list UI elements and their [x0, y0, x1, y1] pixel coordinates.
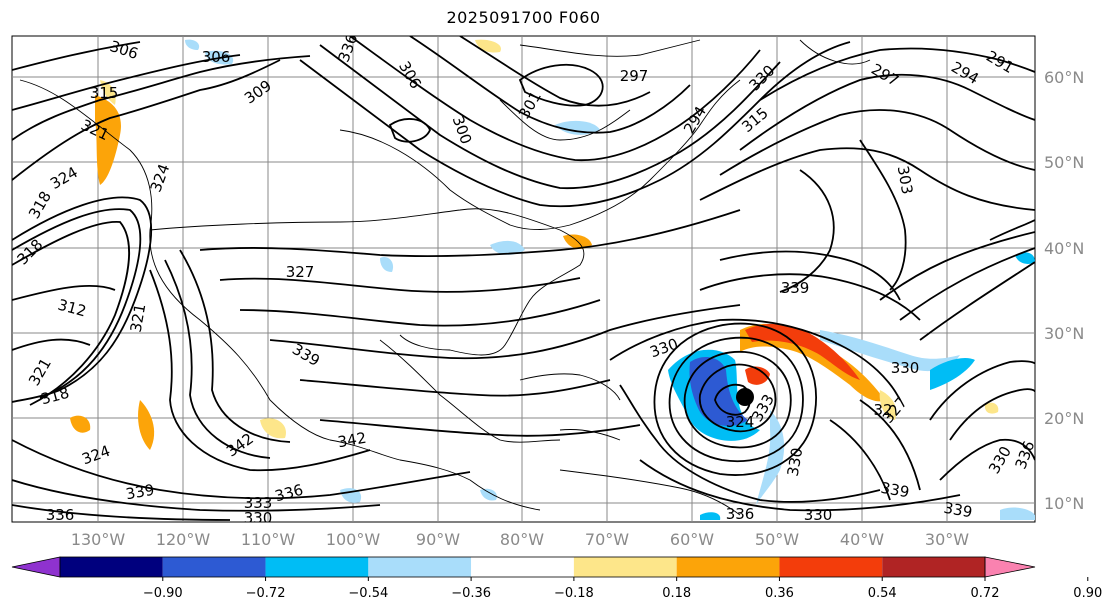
- latitude-label: 60°N: [1044, 68, 1084, 87]
- contour-label: 330: [891, 359, 920, 377]
- shade-blob: [700, 512, 721, 520]
- colorbar-tick-label: −0.18: [554, 586, 594, 601]
- colorbar-segment: [471, 557, 574, 577]
- longitude-label: 80°W: [500, 530, 544, 549]
- shade-yellow-east: [879, 390, 897, 420]
- contour-label: 336: [46, 506, 75, 524]
- coastlines: [19, 39, 871, 516]
- longitude-label: 30°W: [925, 530, 969, 549]
- longitude-label: 90°W: [416, 530, 460, 549]
- contour-label: 303: [894, 164, 917, 195]
- shade-sw3: [260, 418, 286, 439]
- latitude-label: 30°N: [1044, 324, 1084, 343]
- shade-blob: [490, 240, 525, 255]
- longitude-label: 40°W: [840, 530, 884, 549]
- contour-label: 342: [336, 429, 367, 452]
- longitude-label: 60°W: [670, 530, 714, 549]
- contour-label: 339: [781, 279, 810, 297]
- longitude-label: 130°W: [71, 530, 126, 549]
- shade-blob: [984, 402, 999, 414]
- longitude-label: 70°W: [585, 530, 629, 549]
- map-title: 2025091700 F060: [446, 8, 601, 27]
- contour-label: 315: [90, 84, 119, 102]
- colorbar-tick-label: 0.18: [662, 586, 691, 601]
- colorbar-tick-label: −0.72: [246, 586, 286, 601]
- shade-blob: [480, 488, 497, 501]
- shade-positive-arc: [740, 323, 885, 402]
- shade-blue-ne: [930, 358, 975, 390]
- colorbar-tick-label: −0.54: [348, 586, 388, 601]
- contour-label: 327: [286, 263, 315, 281]
- latitude-label: 20°N: [1044, 409, 1084, 428]
- shade-blob: [380, 256, 394, 272]
- colorbar-tick-label: 0.72: [971, 586, 1000, 601]
- geopotential-contours: [12, 36, 1035, 521]
- shade-blob: [1000, 507, 1035, 520]
- latitude-label: 10°N: [1044, 494, 1084, 513]
- longitude-axis: 130°W 120°W 110°W 100°W 90°W 80°W 70°W 60°W 50°W…: [71, 530, 969, 549]
- shade-light-blue2: [820, 330, 960, 372]
- latitude-axis: 60°N 50°N 40°N 30°N 20°N 10°N: [1044, 68, 1084, 513]
- shade-blob: [1015, 252, 1035, 264]
- longitude-label: 100°W: [326, 530, 381, 549]
- colorbar-tick-label: 0.54: [868, 586, 897, 601]
- latitude-label: 40°N: [1044, 239, 1084, 258]
- contour-label: 330: [784, 446, 807, 477]
- shade-westcoast-light: [100, 80, 116, 105]
- colorbar: −0.90 −0.72 −0.54 −0.36 −0.18 0.18 0.36 0.54 0.7…: [11, 556, 1102, 601]
- storm-center-marker: [736, 388, 754, 406]
- colorbar-segment: [162, 557, 266, 577]
- contour-label: 333: [244, 494, 273, 512]
- colorbar-tick-label: 0.90: [1073, 586, 1102, 601]
- colorbar-segment: [882, 557, 985, 577]
- colorbar-extend-min: [11, 556, 61, 578]
- colorbar-tick-label: −0.36: [451, 586, 491, 601]
- contour-label: 336: [726, 505, 755, 523]
- shade-blob: [475, 39, 501, 53]
- shade-positive-eye: [745, 366, 770, 385]
- contour-label: 336: [1012, 438, 1039, 471]
- contour-label: 297: [620, 67, 649, 85]
- shade-blob: [555, 120, 600, 135]
- shade-sw2: [70, 415, 91, 433]
- colorbar-segment: [573, 557, 677, 577]
- contour-label: 330: [244, 509, 273, 527]
- colorbar-segment: [368, 557, 472, 577]
- contour-label: 339: [124, 481, 155, 504]
- contour-label: 306: [202, 48, 231, 66]
- shade-sw: [138, 400, 155, 450]
- shade-positive-core: [745, 323, 860, 380]
- contour-label: 321: [127, 302, 150, 333]
- longitude-label: 120°W: [156, 530, 211, 549]
- shade-blob: [185, 39, 200, 50]
- colorbar-segment: [676, 557, 780, 577]
- colorbar-segment: [60, 557, 163, 577]
- contour-label: 330: [804, 506, 833, 524]
- colorbar-segment: [779, 557, 883, 577]
- longitude-label: 110°W: [241, 530, 296, 549]
- contour-label: 339: [942, 499, 973, 522]
- longitude-label: 50°W: [755, 530, 799, 549]
- latitude-label: 50°N: [1044, 153, 1084, 172]
- colorbar-tick-label: −0.90: [143, 586, 183, 601]
- contour-label: 339: [879, 479, 910, 502]
- colorbar-segment: [265, 557, 369, 577]
- colorbar-tick-label: 0.36: [765, 586, 794, 601]
- contour-label: 32: [873, 401, 892, 419]
- colorbar-extend-max: [984, 556, 1036, 578]
- contour-label: 324: [726, 413, 755, 431]
